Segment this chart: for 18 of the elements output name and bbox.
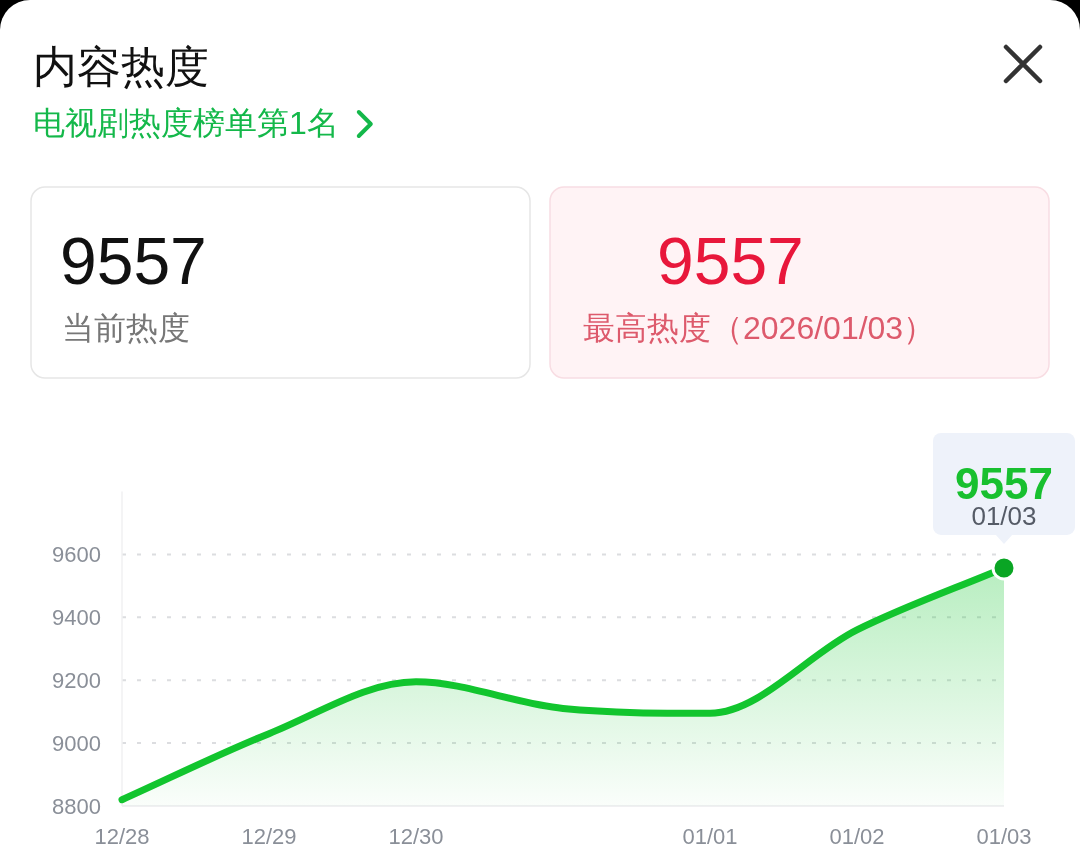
x-tick-label: 01/01 bbox=[682, 824, 738, 849]
x-tick-label: 12/30 bbox=[388, 824, 444, 849]
text: 9557 bbox=[657, 224, 804, 298]
text: 最高热度（2026/01/03） bbox=[583, 310, 936, 346]
y-tick-label: 9600 bbox=[52, 541, 101, 567]
x-tick-label: 01/02 bbox=[829, 824, 885, 849]
x-tick-label: 01/03 bbox=[976, 824, 1032, 849]
text: 当前热度 bbox=[62, 310, 190, 346]
annotation: 01/03 bbox=[971, 500, 1037, 531]
text: 9557 bbox=[60, 224, 207, 298]
x-tick-label: 12/28 bbox=[94, 824, 150, 849]
text: 内容热度 bbox=[33, 42, 209, 91]
y-tick-label: 9400 bbox=[52, 604, 101, 630]
x-tick-label: 12/29 bbox=[241, 824, 297, 849]
text: 电视剧热度榜单第1名 bbox=[33, 105, 339, 141]
y-tick-label: 8800 bbox=[52, 793, 101, 819]
y-tick-label: 9000 bbox=[52, 730, 101, 756]
y-tick-label: 9200 bbox=[52, 667, 101, 693]
